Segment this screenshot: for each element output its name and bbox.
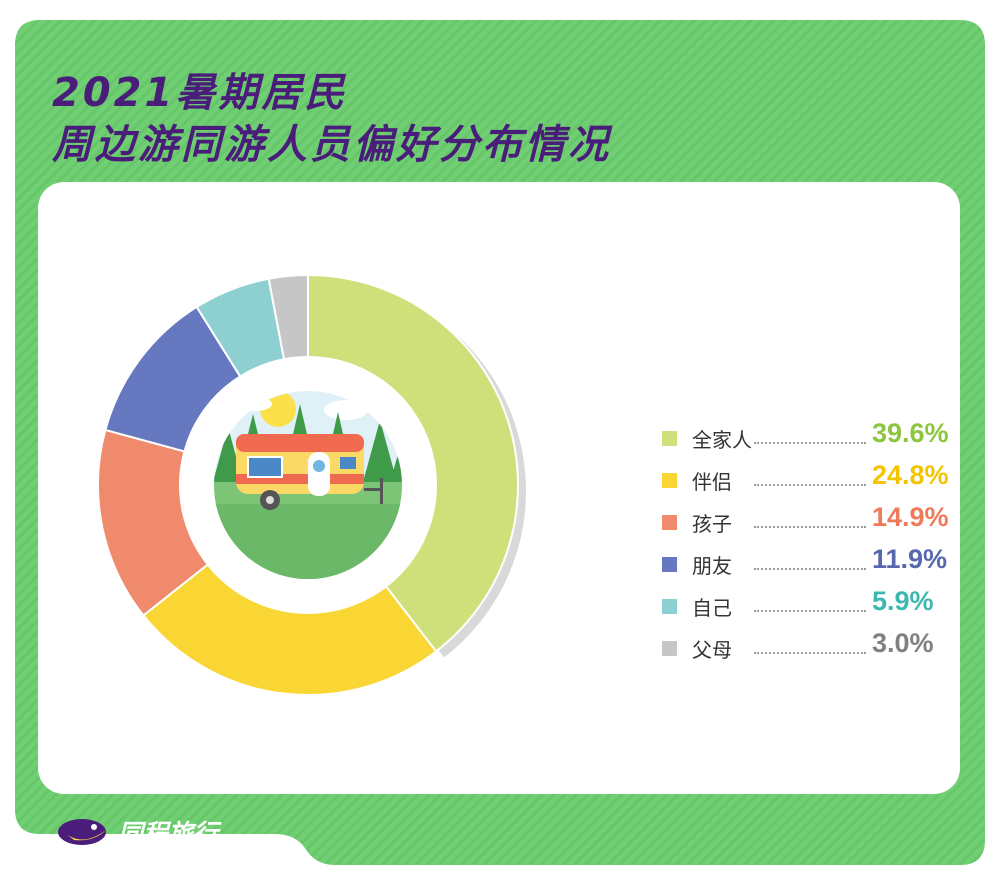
legend-value: 3.0%	[872, 628, 934, 658]
legend-value: 39.6%	[872, 418, 949, 448]
legend-leader-dots	[754, 568, 866, 570]
donut-slices	[97, 273, 519, 696]
legend-leader-dots	[754, 526, 866, 528]
legend-swatch	[662, 641, 677, 656]
legend-swatch	[662, 431, 677, 446]
legend-leader-dots	[754, 442, 866, 444]
tongcheng-fish-logo-icon	[58, 819, 106, 845]
legend-swatch	[662, 599, 677, 614]
donut-chart	[97, 273, 527, 696]
legend-item: 朋友 11.9%	[662, 544, 962, 582]
legend-item: 自己 5.9%	[662, 586, 962, 624]
legend-item: 孩子 14.9%	[662, 502, 962, 540]
brand-name: 同程旅行	[118, 819, 219, 848]
legend-item: 全家人 39.6%	[662, 418, 962, 456]
legend-item: 父母 3.0%	[662, 628, 962, 666]
legend-swatch	[662, 557, 677, 572]
legend-leader-dots	[754, 652, 866, 654]
legend-swatch	[662, 515, 677, 530]
legend-leader-dots	[754, 610, 866, 612]
legend-leader-dots	[754, 484, 866, 486]
page-title-line-2: 周边游同游人员偏好分布情况	[52, 122, 611, 168]
chart-card: 全家人 39.6% 伴侣 24.8% 孩子 14.9% 朋友 11.9% 自己 …	[38, 182, 960, 794]
legend-item: 伴侣 24.8%	[662, 460, 962, 498]
legend-label: 朋友	[692, 554, 732, 578]
legend-value: 24.8%	[872, 460, 949, 490]
legend-value: 5.9%	[872, 586, 934, 616]
legend-label: 父母	[692, 638, 732, 662]
camper-van-icon	[236, 434, 383, 510]
legend-value: 14.9%	[872, 502, 949, 532]
legend-label: 全家人	[692, 428, 752, 452]
legend-label: 孩子	[692, 512, 732, 536]
page-title-line-1: 2021暑期居民	[52, 70, 348, 116]
donut-slice-1	[307, 273, 519, 653]
legend-label: 伴侣	[692, 470, 732, 494]
legend-value: 11.9%	[872, 544, 948, 574]
legend-swatch	[662, 473, 677, 488]
legend-label: 自己	[692, 596, 732, 620]
